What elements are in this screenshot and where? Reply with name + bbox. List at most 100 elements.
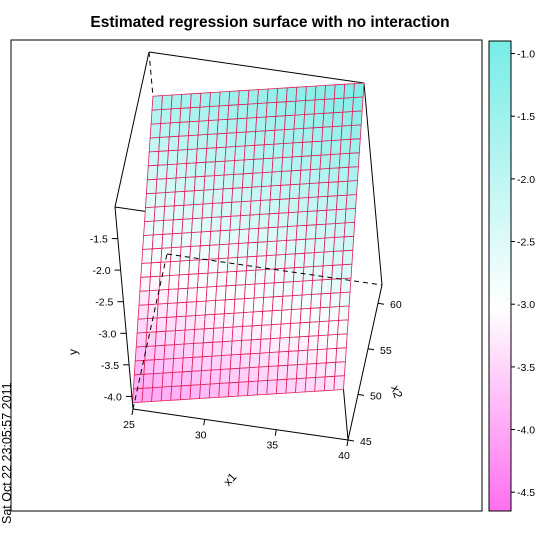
surface-cell bbox=[282, 281, 294, 297]
surface-cell bbox=[215, 132, 228, 149]
surface-cell bbox=[188, 106, 201, 123]
surface-cell bbox=[326, 333, 339, 350]
surface-cell bbox=[288, 197, 300, 214]
surface-cell bbox=[209, 91, 221, 107]
surface-cell bbox=[227, 242, 240, 259]
surface-cell bbox=[266, 87, 279, 104]
surface-cell bbox=[230, 201, 242, 217]
surface-cell bbox=[203, 313, 216, 330]
surface-cell bbox=[228, 90, 240, 106]
surface-cell bbox=[330, 139, 342, 155]
surface-cell bbox=[274, 115, 286, 131]
surface-cell bbox=[195, 147, 208, 164]
surface-cell bbox=[179, 384, 192, 401]
colorkey-tick-label: -3.0 bbox=[517, 299, 535, 311]
surface-cell bbox=[182, 204, 194, 220]
surface-cell bbox=[249, 199, 262, 216]
surface-cell bbox=[150, 109, 163, 125]
surface-cell bbox=[224, 284, 237, 301]
surface-cell bbox=[288, 183, 301, 200]
box-edge bbox=[363, 82, 383, 286]
surface-cell bbox=[245, 255, 258, 272]
surface-cell bbox=[317, 181, 330, 198]
surface-cell bbox=[163, 344, 175, 360]
surface-cell bbox=[333, 83, 346, 100]
surface-cell bbox=[188, 259, 200, 275]
surface-cell bbox=[239, 214, 251, 230]
surface-cell bbox=[315, 209, 328, 226]
surface-cell bbox=[156, 164, 168, 180]
surface-cell bbox=[318, 167, 331, 184]
surface-cell bbox=[262, 157, 274, 174]
surface-cell bbox=[161, 371, 174, 388]
surface-cell bbox=[187, 273, 199, 289]
surface-cell bbox=[154, 330, 167, 347]
box-edge bbox=[114, 51, 150, 208]
surface-cell bbox=[235, 131, 247, 147]
surface-cell bbox=[316, 348, 328, 364]
surface-cell bbox=[311, 279, 323, 295]
surface-cell bbox=[287, 350, 299, 366]
surface-cell bbox=[329, 292, 341, 308]
surface-cell bbox=[233, 298, 245, 314]
surface-cell bbox=[262, 143, 275, 160]
surface-cell bbox=[263, 282, 275, 298]
surface-cell bbox=[175, 315, 187, 332]
surface-cell bbox=[135, 331, 148, 348]
surface-cell bbox=[152, 219, 165, 236]
surface-cell bbox=[160, 108, 172, 124]
x2-tick-mark bbox=[367, 348, 375, 351]
surface-cell bbox=[284, 253, 296, 269]
surface-cell bbox=[272, 281, 285, 298]
surface-cell bbox=[351, 110, 363, 126]
x2-tick-mark bbox=[357, 393, 365, 396]
surface-cell bbox=[255, 116, 267, 132]
surface-cell bbox=[140, 262, 152, 278]
x2-axis-label: x2 bbox=[388, 384, 405, 401]
surface-cell bbox=[242, 158, 255, 175]
surface-cell bbox=[141, 387, 154, 403]
surface-cell bbox=[269, 184, 282, 201]
surface-cell bbox=[149, 123, 162, 139]
surface-cell bbox=[244, 269, 257, 286]
surface-cell bbox=[197, 258, 210, 275]
colorkey-tick-label: -1.0 bbox=[517, 49, 535, 61]
plot-panel bbox=[10, 39, 483, 512]
surface-cell bbox=[134, 345, 147, 362]
surface-cell bbox=[312, 265, 324, 281]
y-tick-label: -2.0 bbox=[93, 265, 111, 277]
surface-cell bbox=[348, 152, 360, 168]
surface-cell bbox=[151, 95, 163, 111]
surface-cell bbox=[205, 285, 218, 302]
axis-ticks: -1.5 -2.0 -2.5 -3.0 -3.5 -4.0 25 30 35 40 45 50 55 60 bbox=[90, 234, 402, 462]
surface-cell bbox=[157, 288, 170, 305]
surface-cell bbox=[148, 289, 160, 306]
surface-cell bbox=[253, 282, 266, 299]
surface-cell bbox=[222, 326, 234, 343]
surface-cell bbox=[247, 380, 259, 396]
surface-cell bbox=[301, 279, 314, 296]
surface-cell bbox=[196, 286, 208, 303]
surface-cell bbox=[279, 184, 291, 200]
surface-cell bbox=[299, 307, 312, 324]
surface-cell bbox=[228, 229, 241, 245]
surface-cell bbox=[161, 94, 173, 110]
surface-cell bbox=[335, 208, 347, 224]
surface-cell bbox=[325, 347, 338, 364]
surface-cell bbox=[182, 342, 195, 359]
surface-cell bbox=[320, 140, 332, 156]
surface-cell bbox=[197, 120, 210, 136]
regression-surface bbox=[131, 82, 365, 404]
surface-cell bbox=[300, 293, 313, 310]
surface-cell bbox=[180, 232, 193, 248]
surface-cell bbox=[292, 280, 304, 297]
surface-cell bbox=[339, 291, 351, 307]
surface-cell bbox=[155, 316, 168, 333]
surface-cell bbox=[212, 327, 224, 343]
surface-cell bbox=[168, 274, 180, 290]
surface-cell bbox=[335, 347, 347, 363]
surface-cell bbox=[256, 102, 268, 118]
surface-cell bbox=[239, 353, 251, 369]
surface-cell bbox=[193, 189, 205, 206]
surface-cell bbox=[317, 334, 329, 350]
